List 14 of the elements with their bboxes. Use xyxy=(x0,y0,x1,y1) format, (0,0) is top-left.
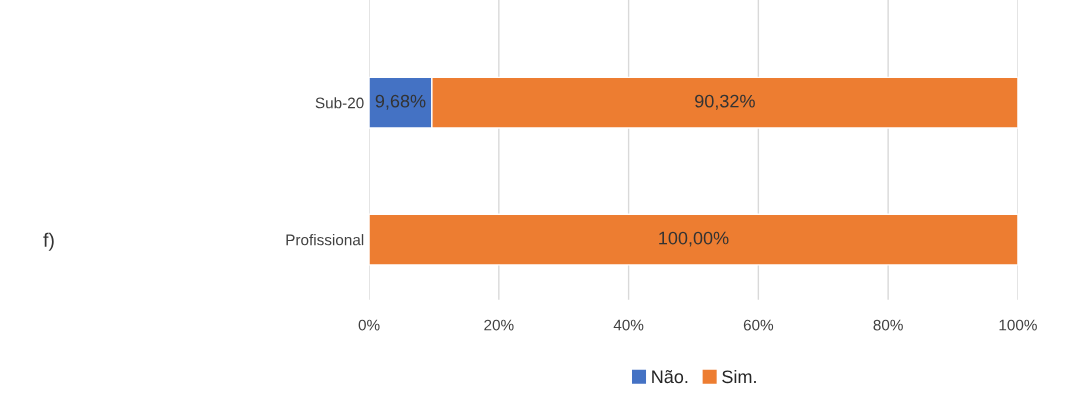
x-tick-label: 60% xyxy=(743,319,774,331)
y-tick-label: Sub-20 xyxy=(315,97,364,109)
y-tick-label: Profissional xyxy=(286,234,364,246)
x-tick-label: 80% xyxy=(873,319,903,331)
data-label: 9,68% xyxy=(375,94,426,110)
legend-label: Sim. xyxy=(722,369,756,384)
x-tick-label: 20% xyxy=(484,319,514,331)
legend-label: Não. xyxy=(652,370,688,384)
x-tick-label: 0% xyxy=(358,319,380,331)
data-label: 90,32% xyxy=(695,94,755,110)
data-label: 100,00% xyxy=(659,231,729,247)
x-tick-label: 40% xyxy=(613,319,644,331)
text: f) xyxy=(43,232,54,251)
x-tick-label: 100% xyxy=(999,319,1037,331)
